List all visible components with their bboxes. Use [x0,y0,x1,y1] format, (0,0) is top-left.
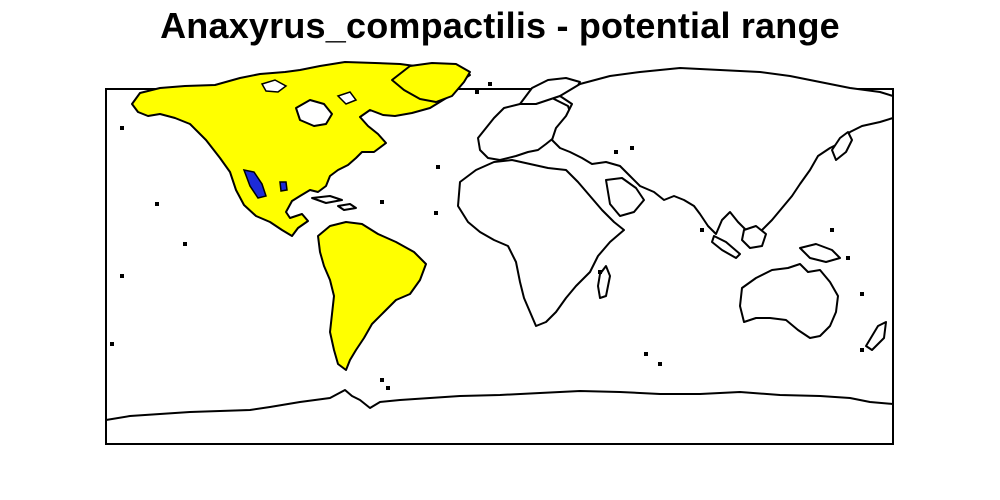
australia [739,263,839,339]
africa [457,159,625,327]
arctic-channel-2 [336,91,358,105]
occurrence-patch-1 [242,168,267,199]
sumatra [711,235,741,259]
north-america [131,61,471,237]
caribbean-island-1 [311,195,343,204]
japan [831,131,853,161]
map-title: Anaxyrus_compactilis - potential range [160,5,840,46]
new-guinea [799,243,841,263]
south-america [317,221,427,371]
arctic-channel-1 [260,79,288,93]
arabian-peninsula [605,177,645,217]
caribbean-island-2 [337,203,357,211]
small-islands [110,82,864,390]
hudson-bay [295,99,333,127]
greenland [391,62,471,103]
antarctica [105,389,894,445]
new-zealand [865,321,887,351]
occurrence-patch-2 [279,181,288,192]
borneo [741,225,767,249]
